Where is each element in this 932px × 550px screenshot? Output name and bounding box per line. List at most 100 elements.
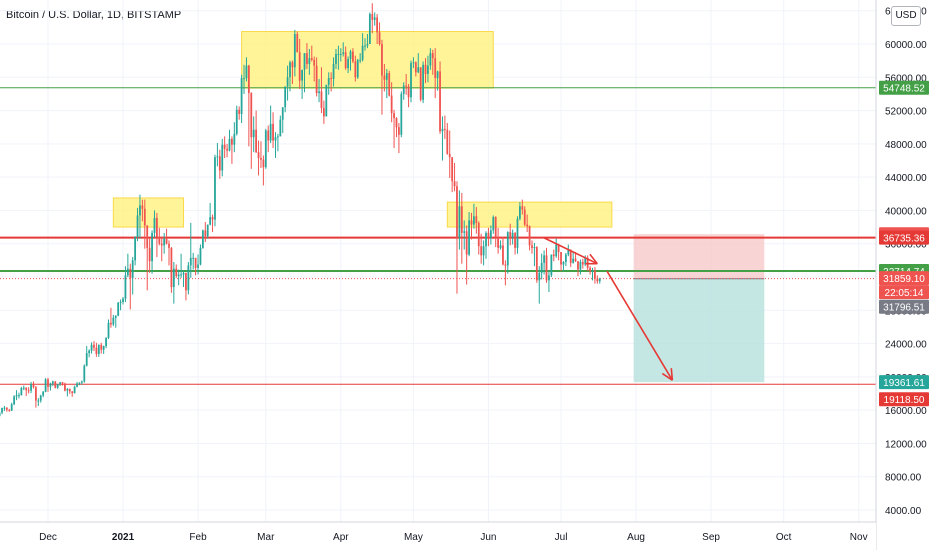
- candle: [131, 257, 134, 295]
- candle: [235, 105, 238, 136]
- candle: [192, 252, 195, 270]
- candle: [59, 381, 61, 387]
- candle: [83, 364, 86, 383]
- candle: [218, 149, 221, 179]
- candle: [42, 391, 45, 398]
- candle: [175, 264, 178, 278]
- candle: [320, 67, 323, 114]
- candle: [35, 386, 37, 408]
- x-tick-label: Feb: [189, 532, 207, 543]
- y-tick-label: 40000.00: [885, 206, 927, 217]
- candle: [494, 216, 497, 248]
- candle: [538, 266, 541, 304]
- candle: [197, 254, 199, 275]
- candle: [221, 138, 224, 177]
- candle: [71, 391, 74, 397]
- candle: [3, 405, 6, 411]
- x-tick-label: Mar: [257, 532, 275, 543]
- candle: [347, 56, 349, 74]
- candle: [209, 202, 212, 226]
- x-tick-label: Aug: [627, 532, 645, 543]
- candle: [1, 407, 3, 415]
- candle: [485, 231, 487, 259]
- candle: [502, 237, 504, 266]
- candle: [5, 407, 8, 412]
- y-tick-label: 16000.00: [885, 406, 927, 417]
- price-label: 31796.51: [879, 299, 929, 314]
- candle: [277, 133, 279, 152]
- candles: [0, 3, 601, 418]
- candle: [335, 48, 337, 69]
- candle: [56, 383, 59, 389]
- candle: [371, 3, 374, 34]
- short-position-tool[interactable]: [633, 234, 765, 383]
- candle: [93, 341, 95, 352]
- candle: [456, 181, 458, 294]
- candle: [25, 387, 28, 396]
- candle: [591, 267, 594, 281]
- candle: [564, 252, 567, 267]
- candle: [264, 128, 267, 169]
- x-tick-label: Oct: [776, 532, 792, 543]
- candle: [243, 64, 245, 94]
- candle: [431, 49, 434, 75]
- candle: [535, 246, 538, 283]
- candle: [458, 190, 461, 250]
- candle: [170, 247, 173, 293]
- candle: [211, 214, 214, 233]
- candle: [400, 91, 403, 138]
- horizontal-levels[interactable]: [0, 87, 876, 385]
- candle: [352, 48, 354, 64]
- candle: [523, 206, 526, 227]
- candle: [124, 266, 127, 302]
- candle: [410, 60, 412, 103]
- time-axis[interactable]: Dec 2021 Feb Mar Apr May Jun Jul Aug Sep Oct Nov: [0, 521, 876, 550]
- candle: [577, 261, 579, 277]
- candle: [49, 382, 52, 391]
- y-tick-label: 48000.00: [885, 140, 927, 151]
- candle: [548, 271, 550, 292]
- candle: [172, 262, 175, 304]
- candle: [153, 210, 156, 238]
- candle: [572, 252, 575, 264]
- y-tick-label: 36000.00: [885, 240, 927, 251]
- price-label: 36735.36: [879, 230, 929, 245]
- candle: [562, 261, 565, 272]
- price-label: 19361.61: [879, 375, 929, 390]
- candle: [468, 212, 470, 257]
- candle: [470, 212, 473, 240]
- trend-arrows[interactable]: [543, 237, 674, 381]
- price-label-text: 19361.61: [883, 378, 925, 389]
- candle: [453, 162, 456, 192]
- candle: [100, 342, 103, 354]
- candle: [37, 398, 40, 406]
- candle: [315, 57, 318, 97]
- candle: [325, 84, 328, 117]
- candle: [378, 22, 381, 46]
- candle: [545, 247, 548, 283]
- candle: [61, 381, 64, 386]
- y-tick-label: 56000.00: [885, 73, 927, 84]
- candle: [233, 122, 236, 153]
- candle: [385, 68, 388, 99]
- candle: [436, 70, 439, 91]
- candle: [231, 136, 233, 164]
- candle: [163, 232, 166, 254]
- candle: [139, 194, 141, 239]
- candle: [533, 242, 536, 267]
- candle: [477, 221, 480, 255]
- candle: [589, 266, 591, 275]
- price-label-text: 22:05:14: [885, 288, 924, 299]
- candle: [269, 105, 272, 144]
- candle: [119, 299, 122, 311]
- candle: [407, 83, 410, 108]
- candle: [497, 227, 500, 254]
- currency-button[interactable]: USD: [891, 6, 921, 26]
- candle: [540, 253, 543, 280]
- candle: [206, 224, 209, 239]
- candle: [439, 61, 441, 134]
- candle: [405, 73, 408, 95]
- candle: [313, 56, 316, 82]
- candle: [151, 230, 153, 274]
